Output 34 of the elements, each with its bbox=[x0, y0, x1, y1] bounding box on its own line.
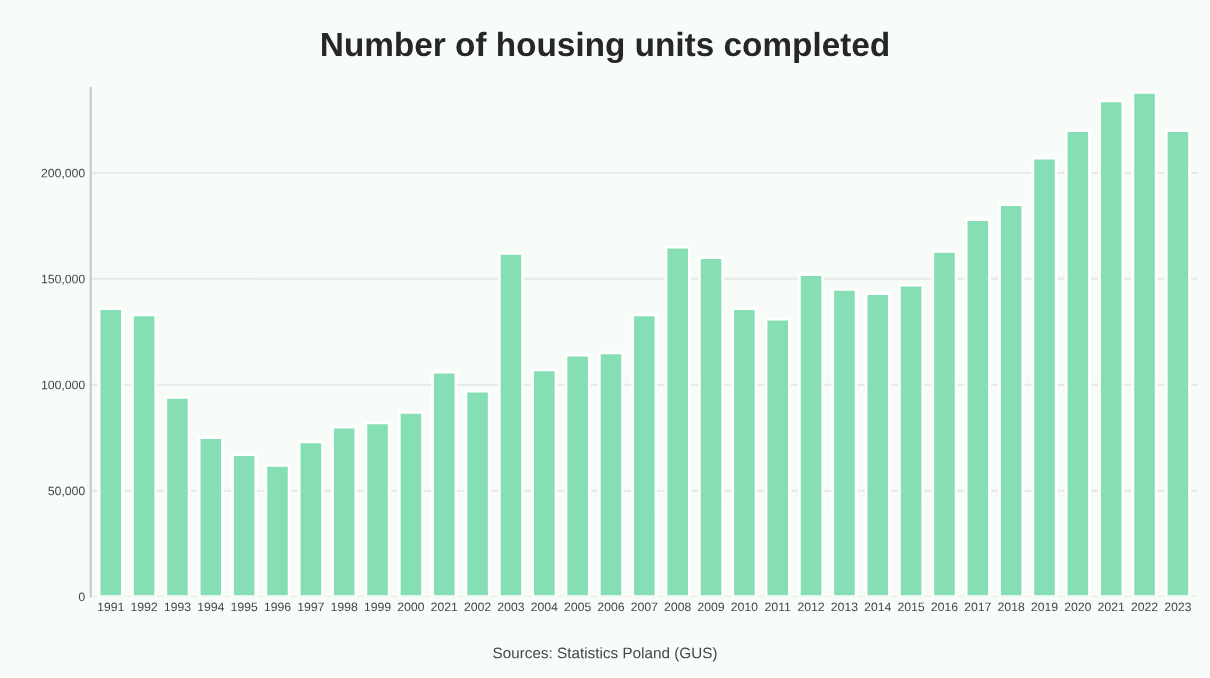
bar bbox=[798, 273, 825, 597]
bar bbox=[497, 252, 524, 597]
bar bbox=[131, 313, 158, 597]
bar bbox=[731, 307, 758, 597]
bar bbox=[1131, 90, 1158, 597]
bar bbox=[831, 288, 858, 597]
bar bbox=[97, 307, 124, 597]
bar bbox=[364, 421, 391, 597]
bar bbox=[1031, 156, 1058, 597]
bar bbox=[631, 313, 658, 597]
bar bbox=[264, 463, 291, 597]
bar bbox=[1164, 129, 1191, 597]
bar bbox=[564, 353, 591, 597]
bar bbox=[764, 317, 791, 597]
bar bbox=[431, 370, 458, 597]
bar bbox=[1064, 129, 1091, 597]
bar bbox=[664, 245, 691, 597]
bar bbox=[864, 292, 891, 597]
bar bbox=[898, 283, 925, 597]
bar bbox=[197, 436, 224, 597]
bar bbox=[464, 389, 491, 597]
bar bbox=[931, 249, 958, 597]
bar bbox=[297, 440, 324, 597]
bar bbox=[531, 368, 558, 597]
bar bbox=[697, 256, 725, 597]
bar bbox=[597, 351, 625, 597]
chart-title: Number of housing units completed bbox=[322, 31, 889, 64]
bar bbox=[964, 218, 991, 597]
bar bbox=[998, 203, 1025, 597]
bar bbox=[397, 410, 424, 597]
bar bbox=[331, 425, 358, 597]
bar bbox=[1098, 99, 1125, 597]
bar bbox=[231, 453, 258, 597]
bar bbox=[164, 396, 191, 597]
